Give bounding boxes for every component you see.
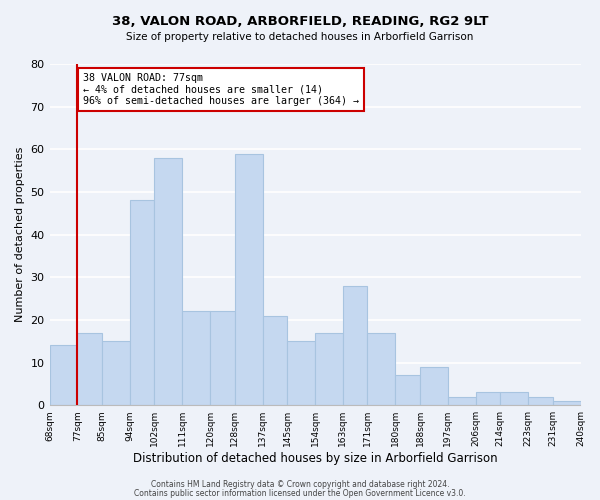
Bar: [500, 392, 528, 405]
Text: 38, VALON ROAD, ARBORFIELD, READING, RG2 9LT: 38, VALON ROAD, ARBORFIELD, READING, RG2…: [112, 15, 488, 28]
Bar: [50, 346, 77, 405]
Bar: [528, 396, 553, 405]
Bar: [102, 341, 130, 405]
Bar: [182, 312, 210, 405]
Bar: [315, 332, 343, 405]
Bar: [77, 332, 102, 405]
Text: 38 VALON ROAD: 77sqm
← 4% of detached houses are smaller (14)
96% of semi-detach: 38 VALON ROAD: 77sqm ← 4% of detached ho…: [83, 72, 359, 106]
Bar: [448, 396, 476, 405]
Bar: [130, 200, 154, 405]
Text: Contains public sector information licensed under the Open Government Licence v3: Contains public sector information licen…: [134, 488, 466, 498]
Bar: [263, 316, 287, 405]
Bar: [553, 401, 581, 405]
Bar: [367, 332, 395, 405]
Bar: [343, 286, 367, 405]
Bar: [476, 392, 500, 405]
Bar: [420, 367, 448, 405]
Text: Size of property relative to detached houses in Arborfield Garrison: Size of property relative to detached ho…: [127, 32, 473, 42]
Bar: [235, 154, 263, 405]
Bar: [210, 312, 235, 405]
Bar: [154, 158, 182, 405]
X-axis label: Distribution of detached houses by size in Arborfield Garrison: Distribution of detached houses by size …: [133, 452, 497, 465]
Text: Contains HM Land Registry data © Crown copyright and database right 2024.: Contains HM Land Registry data © Crown c…: [151, 480, 449, 489]
Y-axis label: Number of detached properties: Number of detached properties: [15, 147, 25, 322]
Bar: [395, 376, 420, 405]
Bar: [287, 341, 315, 405]
